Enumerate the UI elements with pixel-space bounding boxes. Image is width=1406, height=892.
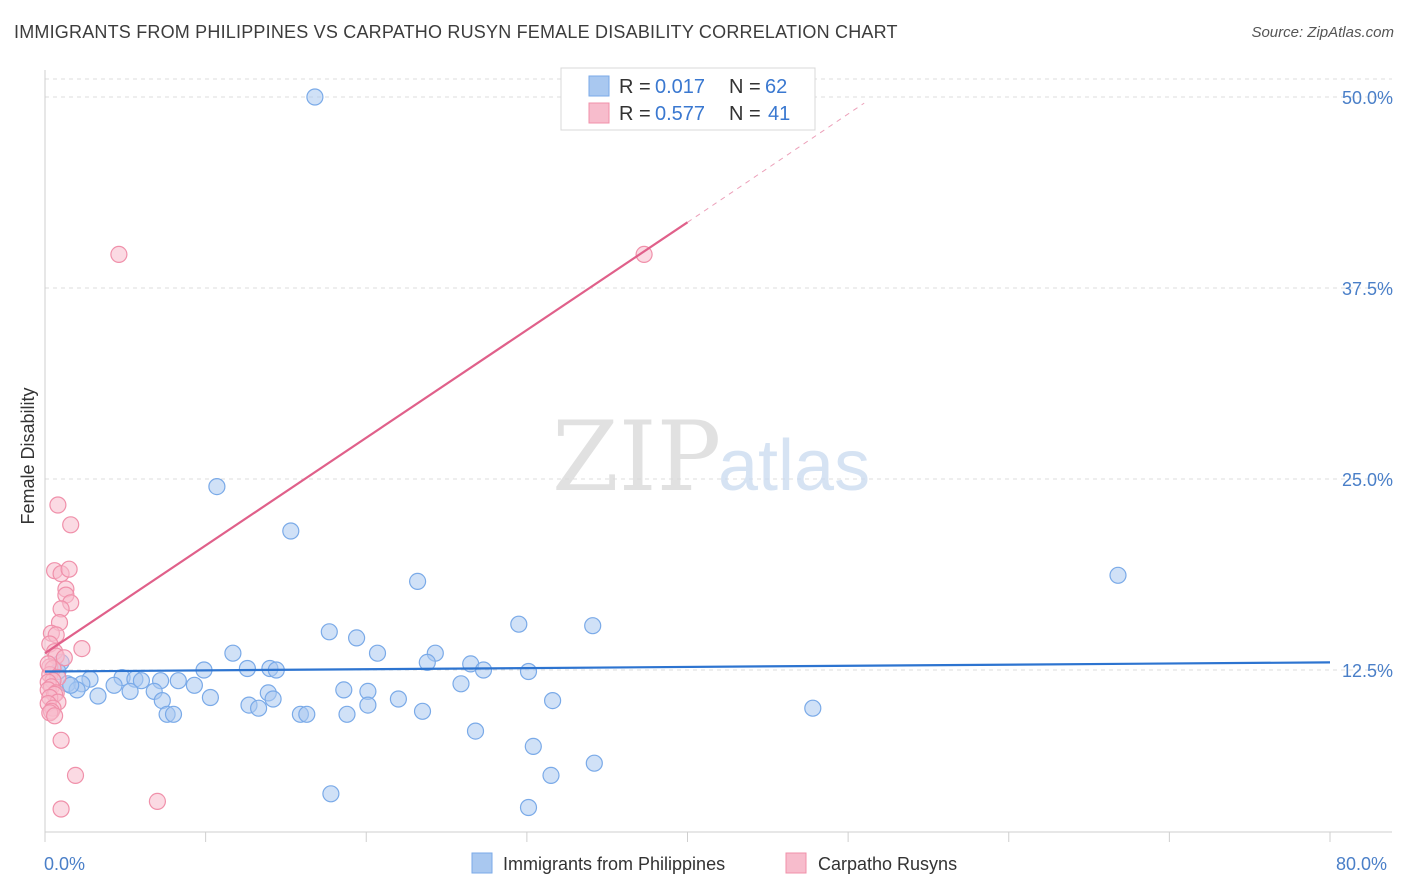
- data-point: [298, 705, 316, 723]
- data-point: [224, 644, 242, 662]
- series-legend-swatch-philippines: [471, 852, 493, 874]
- data-point: [148, 792, 166, 811]
- series-layer: [39, 88, 1331, 818]
- data-point: [52, 800, 70, 818]
- data-point: [66, 766, 85, 785]
- x-tick-label-max: 80.0%: [1336, 854, 1387, 874]
- data-point: [368, 644, 387, 662]
- trend-line-philippines: [44, 661, 1331, 673]
- stats-legend: R = 0.017 N = 62 R = 0.577 N = 41: [560, 67, 816, 131]
- data-point: [39, 655, 57, 673]
- data-point: [524, 737, 542, 756]
- y-tick-labels: 12.5% 25.0% 37.5% 50.0%: [1342, 88, 1393, 681]
- series-legend-label-philippines: Immigrants from Philippines: [503, 854, 725, 874]
- x-ticks: [44, 832, 1331, 842]
- stats-legend-swatch-pink: [588, 102, 610, 124]
- data-point: [169, 672, 187, 690]
- trend-line-rusyns: [44, 221, 689, 655]
- data-point: [584, 617, 602, 635]
- data-point: [105, 676, 123, 694]
- stats-legend-n-label-1: N =: [729, 76, 761, 98]
- watermark-zip: ZIP: [552, 401, 721, 513]
- data-point: [322, 785, 340, 803]
- series-legend-label-rusyns: Carpatho Rusyns: [818, 854, 957, 874]
- series-philippines: [49, 88, 1127, 817]
- data-point: [73, 639, 91, 658]
- data-point: [121, 682, 139, 701]
- data-point: [45, 707, 64, 725]
- data-point: [542, 766, 560, 785]
- data-point: [62, 676, 80, 694]
- data-point: [519, 798, 538, 817]
- data-point: [60, 560, 78, 578]
- data-point: [543, 691, 562, 710]
- stats-legend-n-value-1: 62: [765, 76, 787, 98]
- chart-title: IMMIGRANTS FROM PHILIPPINES VS CARPATHO …: [14, 22, 898, 42]
- data-point: [185, 676, 203, 694]
- data-point: [110, 245, 128, 263]
- data-point: [452, 675, 470, 693]
- stats-legend-r-value-1: 0.017: [655, 76, 705, 98]
- data-point: [635, 245, 653, 263]
- data-point: [519, 662, 538, 681]
- stats-legend-swatch-blue: [588, 75, 610, 97]
- source-credit: Source: ZipAtlas.com: [1251, 24, 1394, 41]
- y-tick-label: 37.5%: [1342, 279, 1393, 299]
- data-point: [335, 681, 353, 699]
- data-point: [201, 688, 219, 707]
- data-point: [89, 687, 107, 705]
- series-legend-swatch-rusyns: [785, 852, 807, 874]
- data-point: [132, 672, 150, 690]
- data-point: [413, 702, 432, 720]
- data-point: [585, 754, 603, 772]
- data-point: [282, 522, 300, 540]
- data-point: [238, 659, 256, 678]
- y-tick-label: 12.5%: [1342, 661, 1393, 681]
- data-point: [418, 653, 436, 672]
- data-point: [389, 690, 407, 708]
- data-point: [466, 722, 485, 740]
- y-axis-title: Female Disability: [18, 387, 38, 524]
- data-point: [338, 705, 356, 723]
- x-tick-label-min: 0.0%: [44, 854, 85, 874]
- data-point: [1109, 566, 1127, 584]
- data-point: [49, 496, 67, 514]
- data-point: [208, 478, 226, 496]
- series-rusyns: [39, 245, 653, 818]
- stats-legend-r-value-2: 0.577: [655, 103, 705, 125]
- data-point: [164, 705, 183, 723]
- data-point: [306, 88, 324, 106]
- data-point: [320, 623, 338, 641]
- data-point: [55, 649, 73, 667]
- data-point: [474, 661, 493, 679]
- stats-legend-r-label-2: R =: [619, 103, 651, 125]
- stats-legend-r-label-1: R =: [619, 76, 651, 98]
- stats-legend-n-value-2: 41: [768, 103, 790, 125]
- series-legend: Immigrants from Philippines Carpatho Rus…: [471, 852, 957, 874]
- y-tick-label: 25.0%: [1342, 470, 1393, 490]
- data-point: [409, 572, 427, 591]
- gridlines: [45, 78, 1392, 671]
- data-point: [250, 699, 268, 717]
- data-point: [510, 615, 528, 633]
- watermark-atlas: atlas: [718, 426, 870, 506]
- data-point: [348, 629, 366, 647]
- data-point: [52, 731, 70, 749]
- watermark: ZIP atlas: [552, 401, 870, 513]
- data-point: [359, 696, 377, 714]
- data-point: [264, 690, 282, 708]
- data-point: [804, 699, 822, 717]
- y-tick-label: 50.0%: [1342, 88, 1393, 108]
- stats-legend-n-label-2: N =: [729, 103, 761, 125]
- data-point: [62, 516, 80, 534]
